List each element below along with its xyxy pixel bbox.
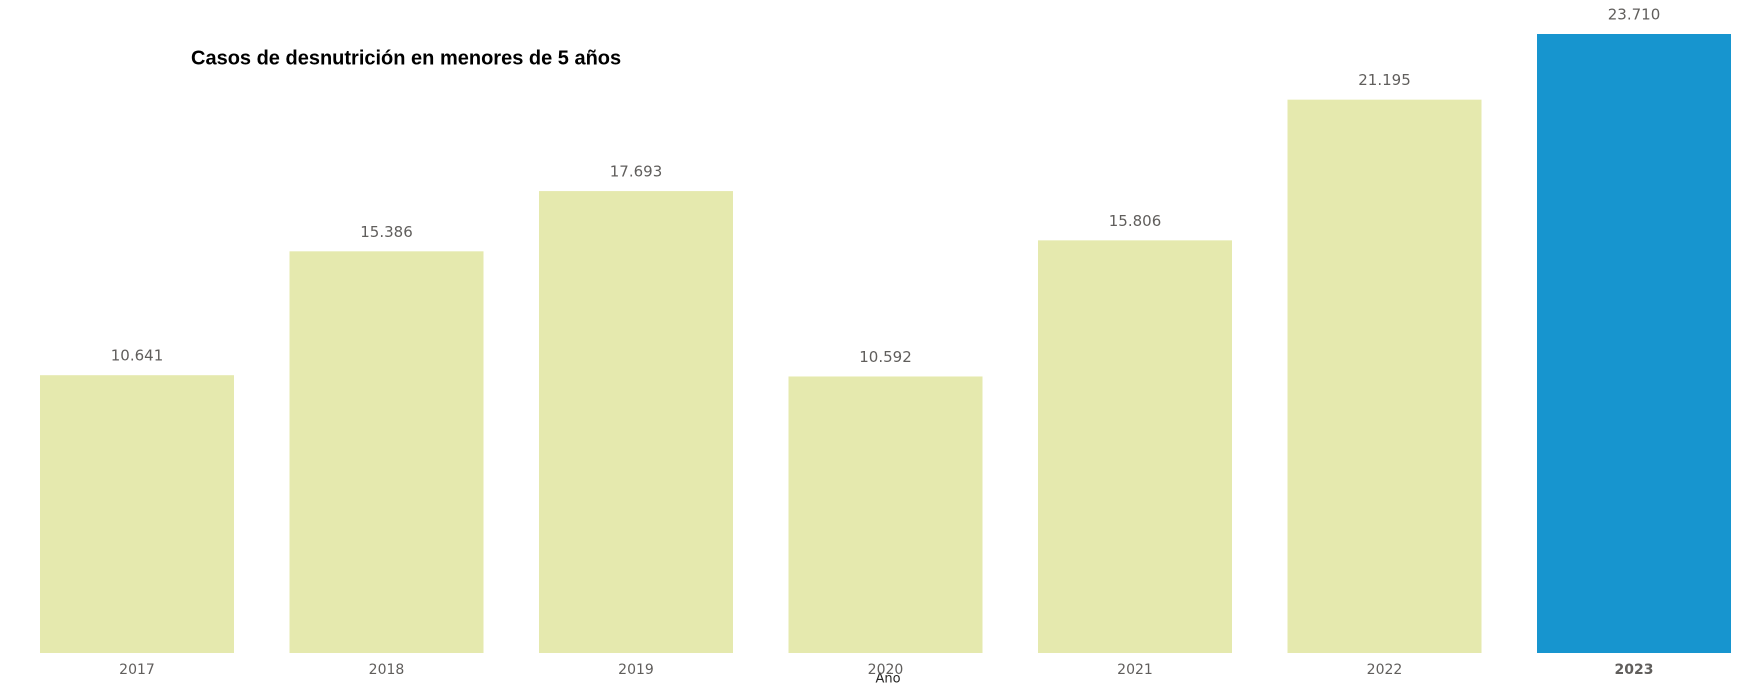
x-axis-title: Año bbox=[875, 672, 900, 687]
bar bbox=[289, 251, 484, 653]
value-label: 10.592 bbox=[859, 348, 912, 366]
bar bbox=[1537, 34, 1731, 653]
x-tick-label: 2017 bbox=[119, 662, 155, 678]
x-tick-label: 2021 bbox=[1117, 662, 1153, 678]
bar bbox=[1038, 240, 1232, 653]
value-label: 15.386 bbox=[360, 223, 413, 241]
x-tick-label: 2020 bbox=[868, 662, 904, 678]
x-tick-label: 2023 bbox=[1615, 662, 1654, 678]
value-label: 17.693 bbox=[610, 163, 663, 181]
value-label: 21.195 bbox=[1358, 71, 1411, 89]
bar bbox=[788, 376, 983, 653]
bar bbox=[1287, 99, 1482, 653]
value-label: 10.641 bbox=[111, 347, 164, 365]
chart-title: Casos de desnutrición en menores de 5 añ… bbox=[191, 47, 621, 69]
value-label: 15.806 bbox=[1109, 212, 1162, 230]
x-tick-label: 2019 bbox=[618, 662, 654, 678]
x-tick-label: 2022 bbox=[1367, 662, 1403, 678]
value-label: 23.710 bbox=[1608, 6, 1661, 24]
x-tick-label: 2018 bbox=[369, 662, 405, 678]
bar bbox=[539, 191, 733, 653]
bar bbox=[40, 375, 234, 653]
